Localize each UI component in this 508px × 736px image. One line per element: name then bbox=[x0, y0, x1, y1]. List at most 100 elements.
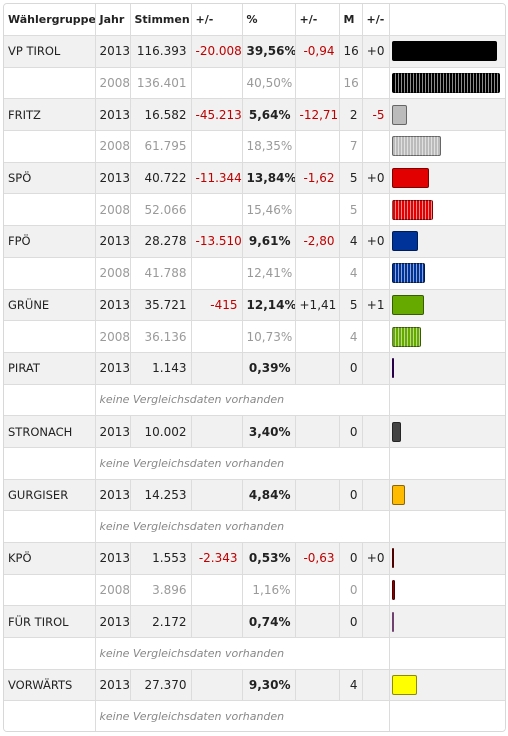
year: 2013 bbox=[95, 669, 131, 702]
bar-empty bbox=[389, 700, 505, 731]
party-row: VP TIROL 2013 116.393 -20.008 39,56% -0,94 16 +… bbox=[4, 35, 505, 68]
share-bar-2013 bbox=[391, 104, 407, 125]
party-name: FRITZ bbox=[4, 98, 96, 132]
seats: 7 bbox=[339, 130, 363, 163]
percent: 15,46% bbox=[242, 193, 296, 227]
party-row-previous: 2008 136.401 40,50% 16 bbox=[4, 67, 505, 100]
percent: 10,73% bbox=[242, 320, 296, 353]
no-comparison-text: keine Vergleichsdaten vorhanden bbox=[95, 637, 390, 670]
votes: 36.136 bbox=[130, 320, 192, 353]
share-bar-2008-cell bbox=[389, 67, 505, 100]
votes: 1.553 bbox=[130, 542, 192, 575]
seats: 4 bbox=[339, 320, 363, 353]
year: 2008 bbox=[95, 257, 131, 290]
percent-diff: +1,41 bbox=[295, 289, 340, 322]
votes-diff bbox=[191, 415, 243, 448]
results-body: VP TIROL 2013 116.393 -20.008 39,56% -0,94 16 +… bbox=[4, 35, 505, 731]
percent-diff: -12,71 bbox=[295, 98, 340, 132]
seats-diff: +0 bbox=[362, 225, 390, 258]
share-bar-2013 bbox=[391, 41, 497, 62]
share-bar-2013 bbox=[391, 294, 424, 315]
percent-diff bbox=[295, 479, 340, 512]
votes-diff bbox=[191, 669, 243, 702]
percent: 39,56% bbox=[242, 35, 296, 68]
party-name-empty bbox=[4, 67, 96, 100]
col-header-year[interactable]: Jahr bbox=[95, 4, 131, 36]
no-comparison-text: keine Vergleichsdaten vorhanden bbox=[95, 510, 390, 543]
percent-diff: -1,62 bbox=[295, 162, 340, 195]
share-bar-2013 bbox=[391, 484, 405, 505]
party-row: GURGISER 2013 14.253 4,84% 0 bbox=[4, 479, 505, 512]
seats: 5 bbox=[339, 289, 363, 322]
share-bar-2013 bbox=[391, 421, 401, 442]
party-name: FPÖ bbox=[4, 225, 96, 258]
share-bar-2008 bbox=[391, 136, 441, 157]
votes-diff: -13.510 bbox=[191, 225, 243, 258]
percent: 12,41% bbox=[242, 257, 296, 290]
seats: 4 bbox=[339, 225, 363, 258]
party-row: FRITZ 2013 16.582 -45.213 5,64% -12,71 2 -5 bbox=[4, 98, 505, 132]
votes-diff: -2.343 bbox=[191, 542, 243, 575]
party-row: GRÜNE 2013 35.721 -415 12,14% +1,41 5 +1 bbox=[4, 289, 505, 322]
party-row: FPÖ 2013 28.278 -13.510 9,61% -2,80 4 +0 bbox=[4, 225, 505, 258]
results-table-container: Wählergruppe Jahr Stimmen +/- % +/- M +/… bbox=[3, 3, 506, 732]
percent: 5,64% bbox=[242, 98, 296, 132]
percent-diff-empty bbox=[295, 193, 340, 227]
share-bar-2013 bbox=[391, 675, 417, 696]
votes: 136.401 bbox=[130, 67, 192, 100]
seats-diff: +0 bbox=[362, 162, 390, 195]
share-bar-2013-cell bbox=[389, 162, 505, 195]
percent-diff-empty bbox=[295, 130, 340, 163]
seats: 0 bbox=[339, 479, 363, 512]
percent: 9,61% bbox=[242, 225, 296, 258]
col-header-seats[interactable]: M bbox=[339, 4, 363, 36]
share-bar-2013 bbox=[391, 231, 418, 252]
no-comparison-row: keine Vergleichsdaten vorhanden bbox=[4, 637, 505, 670]
seats: 0 bbox=[339, 352, 363, 385]
votes: 10.002 bbox=[130, 415, 192, 448]
party-row: SPÖ 2013 40.722 -11.344 13,84% -1,62 5 +0 bbox=[4, 162, 505, 195]
percent: 4,84% bbox=[242, 479, 296, 512]
votes: 28.278 bbox=[130, 225, 192, 258]
share-bar-2013 bbox=[391, 611, 394, 632]
party-row: FÜR TIROL 2013 2.172 0,74% 0 bbox=[4, 605, 505, 639]
percent-diff: -2,80 bbox=[295, 225, 340, 258]
party-name: PIRAT bbox=[4, 352, 96, 385]
votes-diff-empty bbox=[191, 574, 243, 607]
no-comparison-text: keine Vergleichsdaten vorhanden bbox=[95, 447, 390, 480]
share-bar-2008-cell bbox=[389, 320, 505, 353]
percent-diff-empty bbox=[295, 257, 340, 290]
share-bar-2008 bbox=[391, 199, 433, 220]
seats-diff-empty bbox=[362, 193, 390, 227]
seats-diff: +0 bbox=[362, 542, 390, 575]
year: 2013 bbox=[95, 225, 131, 258]
votes-diff bbox=[191, 479, 243, 512]
col-header-votes[interactable]: Stimmen bbox=[130, 4, 192, 36]
party-name: GURGISER bbox=[4, 479, 96, 512]
col-header-percent[interactable]: % bbox=[242, 4, 296, 36]
votes: 35.721 bbox=[130, 289, 192, 322]
seats: 2 bbox=[339, 98, 363, 132]
col-header-party[interactable]: Wählergruppe bbox=[4, 4, 96, 36]
percent-diff bbox=[295, 352, 340, 385]
votes-diff bbox=[191, 352, 243, 385]
col-header-votes-diff[interactable]: +/- bbox=[191, 4, 243, 36]
seats-diff bbox=[362, 415, 390, 448]
col-header-seats-diff[interactable]: +/- bbox=[362, 4, 390, 36]
share-bar-2013 bbox=[391, 168, 429, 189]
no-comparison-row: keine Vergleichsdaten vorhanden bbox=[4, 510, 505, 543]
share-bar-2013-cell bbox=[389, 542, 505, 575]
percent: 0,39% bbox=[242, 352, 296, 385]
seats-diff: -5 bbox=[362, 98, 390, 132]
party-name-empty bbox=[4, 193, 96, 227]
seats-diff-empty bbox=[362, 130, 390, 163]
party-name: VP TIROL bbox=[4, 35, 96, 68]
share-bar-2008-cell bbox=[389, 257, 505, 290]
col-header-percent-diff[interactable]: +/- bbox=[295, 4, 340, 36]
share-bar-2013-cell bbox=[389, 35, 505, 68]
party-name-empty bbox=[4, 320, 96, 353]
percent-diff-empty bbox=[295, 67, 340, 100]
party-row-previous: 2008 52.066 15,46% 5 bbox=[4, 193, 505, 227]
seats: 0 bbox=[339, 542, 363, 575]
party-row: VORWÄRTS 2013 27.370 9,30% 4 bbox=[4, 669, 505, 702]
